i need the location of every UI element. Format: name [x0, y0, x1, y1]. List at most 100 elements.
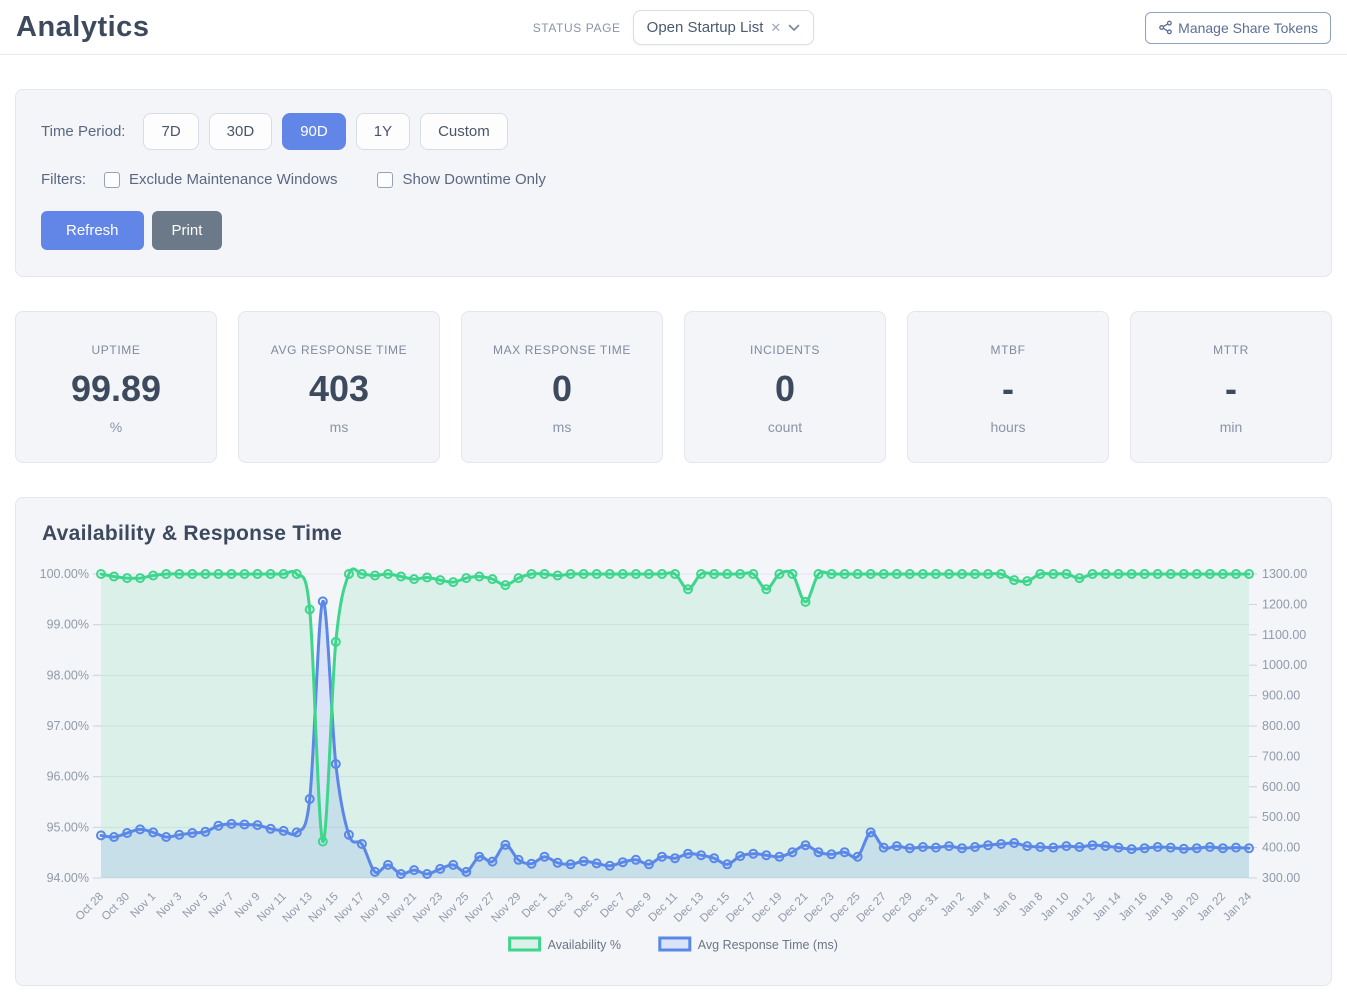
- data-point-marker[interactable]: [174, 829, 185, 840]
- checkbox-icon[interactable]: [104, 171, 120, 188]
- data-point-marker[interactable]: [591, 569, 602, 579]
- data-point-marker[interactable]: [1048, 569, 1059, 579]
- data-point-marker[interactable]: [304, 604, 315, 615]
- data-point-marker[interactable]: [265, 823, 276, 834]
- time-period-90d-button[interactable]: 90D: [282, 113, 346, 150]
- data-point-marker[interactable]: [748, 569, 759, 579]
- data-point-marker[interactable]: [748, 848, 759, 859]
- status-page-select[interactable]: Open Startup List ✕: [632, 10, 815, 45]
- data-point-marker[interactable]: [356, 839, 367, 849]
- data-point-marker[interactable]: [930, 569, 941, 579]
- data-point-marker[interactable]: [552, 570, 563, 581]
- data-point-marker[interactable]: [500, 839, 511, 850]
- data-point-marker[interactable]: [983, 569, 994, 579]
- data-point-marker[interactable]: [904, 569, 915, 579]
- data-point-marker[interactable]: [1061, 841, 1072, 852]
- data-point-marker[interactable]: [800, 840, 811, 851]
- data-point-marker[interactable]: [839, 569, 850, 579]
- data-point-marker[interactable]: [630, 854, 641, 865]
- data-point-marker[interactable]: [1165, 842, 1176, 853]
- data-point-marker[interactable]: [226, 569, 237, 579]
- data-point-marker[interactable]: [813, 847, 824, 858]
- data-point-marker[interactable]: [578, 569, 589, 579]
- filter-checkbox-1[interactable]: Show Downtime Only: [377, 171, 546, 188]
- data-point-marker[interactable]: [1165, 569, 1176, 579]
- checkbox-icon[interactable]: [377, 171, 394, 188]
- data-point-marker[interactable]: [265, 569, 276, 579]
- data-point-marker[interactable]: [722, 569, 733, 579]
- data-point-marker[interactable]: [487, 856, 498, 867]
- data-point-marker[interactable]: [643, 569, 654, 579]
- data-point-marker[interactable]: [513, 854, 524, 865]
- data-point-marker[interactable]: [565, 859, 576, 870]
- data-point-marker[interactable]: [96, 569, 106, 579]
- data-point-marker[interactable]: [513, 573, 524, 584]
- data-point-marker[interactable]: [1152, 842, 1163, 852]
- data-point-marker[interactable]: [526, 858, 537, 869]
- data-point-marker[interactable]: [957, 569, 967, 579]
- data-point-marker[interactable]: [291, 569, 302, 579]
- data-point-marker[interactable]: [1022, 841, 1033, 852]
- data-point-marker[interactable]: [487, 574, 498, 585]
- data-point-marker[interactable]: [396, 869, 406, 879]
- data-point-marker[interactable]: [917, 569, 928, 579]
- time-period-custom-button[interactable]: Custom: [420, 113, 508, 150]
- data-point-marker[interactable]: [356, 569, 367, 579]
- data-point-marker[interactable]: [865, 827, 876, 838]
- data-point-marker[interactable]: [109, 571, 119, 582]
- data-point-marker[interactable]: [330, 759, 341, 769]
- data-point-marker[interactable]: [617, 857, 628, 868]
- data-point-marker[interactable]: [787, 569, 798, 579]
- data-point-marker[interactable]: [904, 843, 915, 854]
- filter-checkbox-0[interactable]: Exclude Maintenance Windows: [104, 171, 337, 188]
- data-point-marker[interactable]: [657, 569, 667, 579]
- data-point-marker[interactable]: [800, 596, 811, 607]
- data-point-marker[interactable]: [1087, 569, 1098, 579]
- data-point-marker[interactable]: [1244, 569, 1254, 579]
- data-point-marker[interactable]: [787, 847, 798, 858]
- manage-share-tokens-button[interactable]: Manage Share Tokens: [1145, 11, 1331, 44]
- data-point-marker[interactable]: [996, 839, 1007, 849]
- data-point-marker[interactable]: [461, 573, 472, 584]
- data-point-marker[interactable]: [761, 584, 772, 595]
- print-button[interactable]: Print: [151, 211, 223, 250]
- data-point-marker[interactable]: [552, 857, 563, 868]
- data-point-marker[interactable]: [213, 569, 224, 579]
- data-point-marker[interactable]: [1126, 844, 1137, 855]
- data-point-marker[interactable]: [944, 569, 954, 579]
- data-point-marker[interactable]: [735, 569, 746, 579]
- time-period-30d-button[interactable]: 30D: [208, 113, 273, 150]
- data-point-marker[interactable]: [1178, 569, 1189, 579]
- data-point-marker[interactable]: [409, 574, 420, 585]
- data-point-marker[interactable]: [643, 859, 654, 870]
- data-point-marker[interactable]: [735, 851, 746, 862]
- data-point-marker[interactable]: [500, 580, 511, 591]
- data-point-marker[interactable]: [970, 842, 980, 852]
- data-point-marker[interactable]: [1204, 569, 1215, 579]
- data-point-marker[interactable]: [722, 859, 733, 870]
- data-point-marker[interactable]: [148, 570, 159, 581]
- legend-item-0[interactable]: Availability %: [508, 936, 621, 952]
- data-point-marker[interactable]: [696, 569, 707, 579]
- data-point-marker[interactable]: [1191, 569, 1202, 579]
- data-point-marker[interactable]: [1204, 842, 1215, 852]
- data-point-marker[interactable]: [317, 836, 328, 847]
- data-point-marker[interactable]: [761, 850, 772, 861]
- data-point-marker[interactable]: [448, 577, 459, 588]
- data-point-marker[interactable]: [278, 825, 289, 836]
- data-point-marker[interactable]: [278, 569, 289, 579]
- data-point-marker[interactable]: [109, 832, 119, 842]
- clear-selection-icon[interactable]: ✕: [770, 20, 782, 35]
- data-point-marker[interactable]: [630, 569, 641, 579]
- data-point-marker[interactable]: [774, 569, 785, 579]
- data-point-marker[interactable]: [891, 569, 902, 579]
- data-point-marker[interactable]: [774, 851, 785, 862]
- data-point-marker[interactable]: [252, 820, 263, 831]
- data-point-marker[interactable]: [161, 569, 172, 579]
- data-point-marker[interactable]: [396, 571, 406, 582]
- data-point-marker[interactable]: [696, 850, 707, 861]
- data-point-marker[interactable]: [1009, 838, 1020, 848]
- data-point-marker[interactable]: [970, 569, 980, 579]
- data-point-marker[interactable]: [878, 569, 889, 579]
- data-point-marker[interactable]: [604, 860, 615, 871]
